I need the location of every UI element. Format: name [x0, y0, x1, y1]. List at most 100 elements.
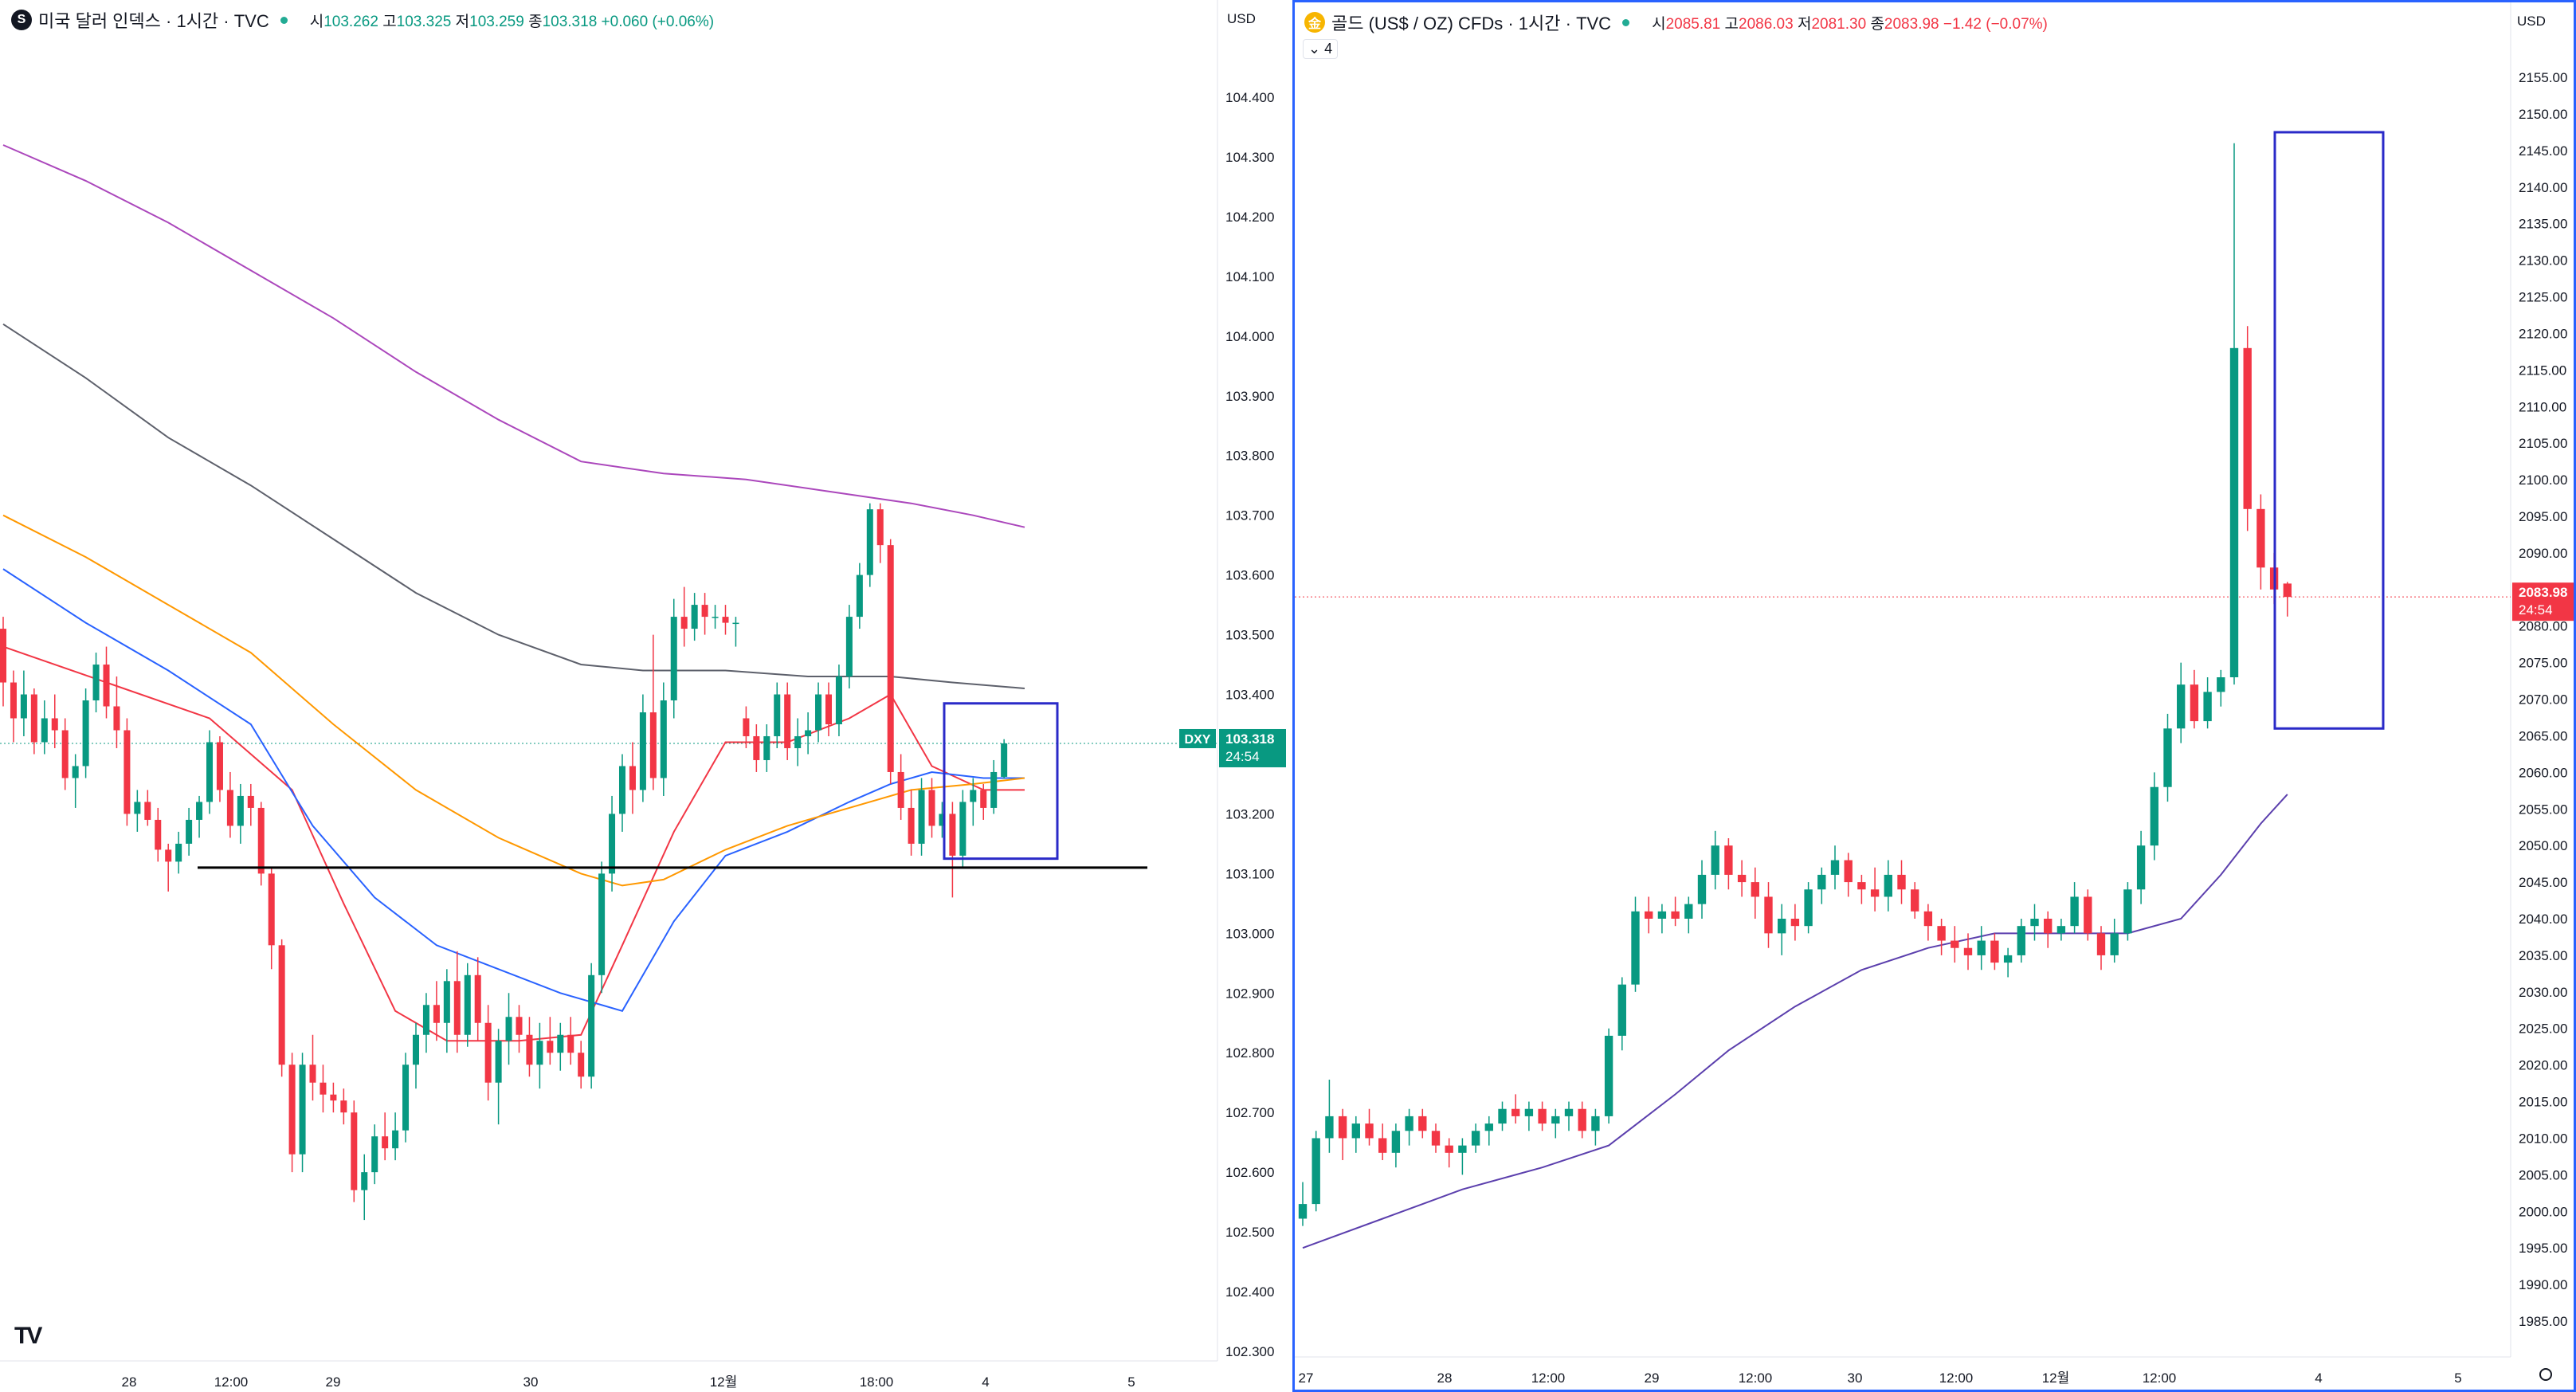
price-tag-bg	[1219, 728, 1286, 767]
price-tag-value: 103.318	[1225, 731, 1274, 747]
candle-body	[226, 790, 233, 826]
candle	[2017, 919, 2025, 963]
dxy-symbol-icon: S	[11, 10, 32, 30]
price-tick-label: 104.300	[1225, 150, 1274, 165]
time-tick-label: 28	[1437, 1370, 1453, 1386]
candle-body	[1405, 1116, 1413, 1131]
gold-currency-label[interactable]: USD	[2517, 14, 2546, 29]
candle-body	[464, 974, 471, 1035]
candle	[1538, 1101, 1547, 1131]
candle-body	[1351, 1123, 1360, 1139]
candle	[835, 665, 842, 736]
candle-body	[1524, 1108, 1534, 1116]
price-tick-label: 2035.00	[2519, 948, 2567, 963]
candle-body	[2229, 347, 2239, 677]
candle	[928, 778, 935, 838]
candle	[247, 783, 254, 826]
open-value: 2085.81	[1665, 15, 1721, 33]
price-tick-label: 2115.00	[2519, 363, 2566, 378]
settings-gear-icon[interactable]	[2539, 1368, 2552, 1381]
candle-body	[1697, 874, 1707, 904]
time-tick-label: 12월	[710, 1374, 738, 1390]
price-tag-bg	[2512, 582, 2574, 621]
price-tick-label: 104.400	[1225, 90, 1274, 105]
candle	[722, 605, 729, 635]
candle	[495, 1029, 502, 1125]
candle	[680, 586, 688, 647]
candle-body	[670, 617, 677, 701]
candle	[10, 670, 17, 743]
candle	[155, 807, 162, 862]
candle-body	[660, 700, 667, 778]
candle	[361, 1154, 368, 1221]
candle	[1778, 904, 1786, 955]
gold-chart-canvas[interactable]: 1985.00 1990.00 1995.00 2000.00 2005.00 2010.…	[1295, 2, 2574, 1390]
candle-body	[0, 629, 7, 683]
candle	[309, 1034, 316, 1101]
candle-body	[1684, 904, 1693, 919]
candle-body	[10, 682, 17, 719]
candle	[288, 1053, 296, 1173]
candle	[743, 706, 750, 748]
candle	[578, 1041, 585, 1089]
price-tick-label: 2095.00	[2519, 509, 2567, 524]
candle-body	[2150, 786, 2158, 846]
dxy-chart-pane[interactable]: 102.300 102.400 102.500 102.600 102.700 102.8…	[0, 0, 1289, 1392]
candle-body	[51, 718, 58, 731]
candle	[908, 790, 915, 856]
candle	[464, 963, 471, 1047]
gold-chart-pane[interactable]: 1985.00 1990.00 1995.00 2000.00 2005.00 2010.…	[1292, 0, 2576, 1392]
candle-body	[1857, 882, 1866, 890]
candle	[2217, 669, 2225, 707]
candle-body	[1578, 1108, 1586, 1131]
candle-body	[30, 694, 37, 743]
candle	[113, 676, 120, 748]
candle	[1298, 1182, 1308, 1226]
price-tick-label: 2060.00	[2519, 765, 2567, 780]
gold-title[interactable]: 골드 (US$ / OZ) CFDs · 1시간 · TVC	[1331, 14, 1612, 33]
candle-body	[1378, 1138, 1387, 1153]
price-tick-label: 102.900	[1225, 986, 1274, 1001]
price-tick-label: 2040.00	[2519, 912, 2567, 927]
candle	[1963, 933, 1973, 970]
candle-body	[2163, 728, 2172, 787]
candle-body	[1724, 845, 1733, 875]
candle-body	[1418, 1116, 1427, 1131]
price-tick-label: 102.300	[1225, 1344, 1274, 1359]
dxy-title[interactable]: 미국 달러 인덱스 · 1시간 · TVC	[38, 11, 269, 31]
candle-body	[1817, 874, 1826, 890]
candle-body	[1990, 940, 1999, 963]
tradingview-logo[interactable]: TV	[14, 1323, 42, 1349]
candle	[856, 563, 863, 629]
dxy-legend: S 미국 달러 인덱스 · 1시간 · TVC 시103.262 고103.32…	[11, 6, 714, 33]
gold-ohlc: 시2085.81 고2086.03 저2081.30 종2083.98 −1.4…	[1652, 12, 2048, 33]
dxy-currency-label[interactable]: USD	[1227, 11, 1256, 26]
candle	[516, 1005, 523, 1053]
candle	[299, 1053, 306, 1173]
candle	[330, 1082, 337, 1113]
candle	[1911, 882, 1919, 919]
candle-body	[897, 771, 904, 808]
indicator-toggle-button[interactable]: ⌄ 4	[1303, 39, 1339, 59]
price-tick-label: 2050.00	[2519, 838, 2567, 853]
candle-body	[20, 694, 27, 719]
candle-body	[722, 617, 729, 623]
candle	[990, 759, 998, 814]
candle	[2110, 919, 2119, 963]
candle	[2030, 904, 2039, 941]
candle	[124, 718, 131, 826]
candle-body	[41, 718, 48, 743]
low-label: 저	[455, 13, 470, 30]
time-tick-label: 4	[982, 1374, 989, 1390]
dxy-chart-canvas[interactable]: 102.300 102.400 102.500 102.600 102.700 102.8…	[0, 0, 1289, 1392]
candle	[1937, 919, 1946, 955]
candle-body	[1963, 947, 1973, 955]
candle	[92, 653, 100, 713]
candle	[1578, 1101, 1586, 1139]
candle-body	[939, 814, 946, 826]
candle	[2136, 830, 2146, 904]
candle	[1951, 926, 1959, 963]
candle-body	[2003, 955, 2013, 963]
candle	[2163, 713, 2172, 802]
price-tick-label: 104.000	[1225, 329, 1274, 344]
